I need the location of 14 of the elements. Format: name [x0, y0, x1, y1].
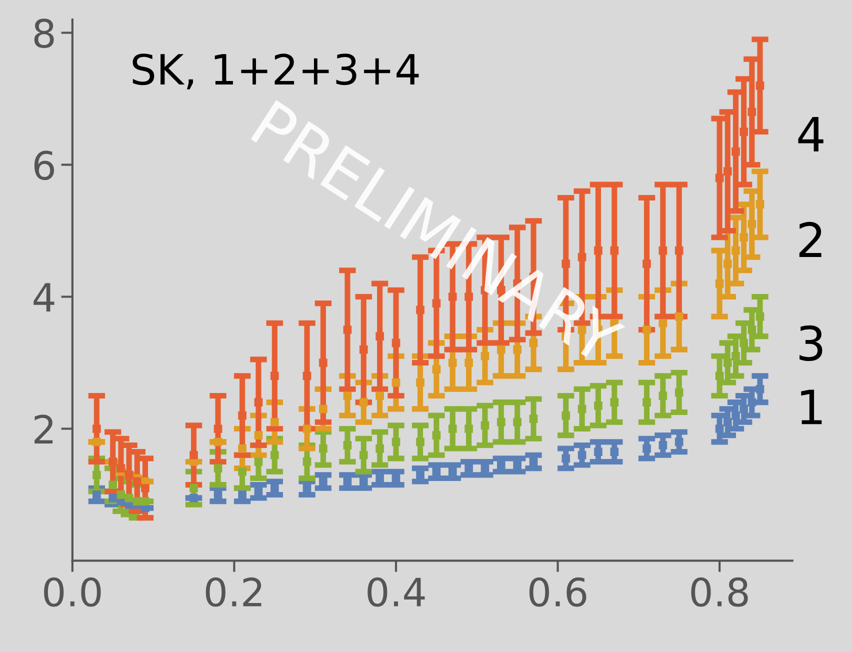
- series-label: 4: [798, 116, 824, 152]
- series-label: 2: [799, 222, 822, 257]
- y-tick-label: 6: [34, 150, 54, 180]
- x-tick-label: 0.8: [691, 577, 748, 607]
- x-tick-label: 0.2: [206, 577, 262, 607]
- series-label: 3: [800, 325, 822, 362]
- x-tick-label: 0.6: [529, 577, 586, 607]
- y-tick-label: 2: [34, 414, 53, 444]
- y-tick-label: 8: [34, 18, 54, 48]
- y-tick-label: 4: [34, 283, 54, 312]
- text: SK, 1+2+3+4: [132, 54, 419, 90]
- x-tick-label: 0.4: [368, 577, 425, 607]
- series-label: 1: [801, 390, 822, 424]
- x-tick-label: 0.0: [44, 577, 101, 607]
